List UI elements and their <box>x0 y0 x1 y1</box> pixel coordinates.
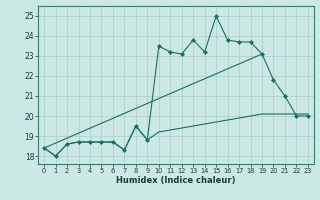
X-axis label: Humidex (Indice chaleur): Humidex (Indice chaleur) <box>116 176 236 185</box>
